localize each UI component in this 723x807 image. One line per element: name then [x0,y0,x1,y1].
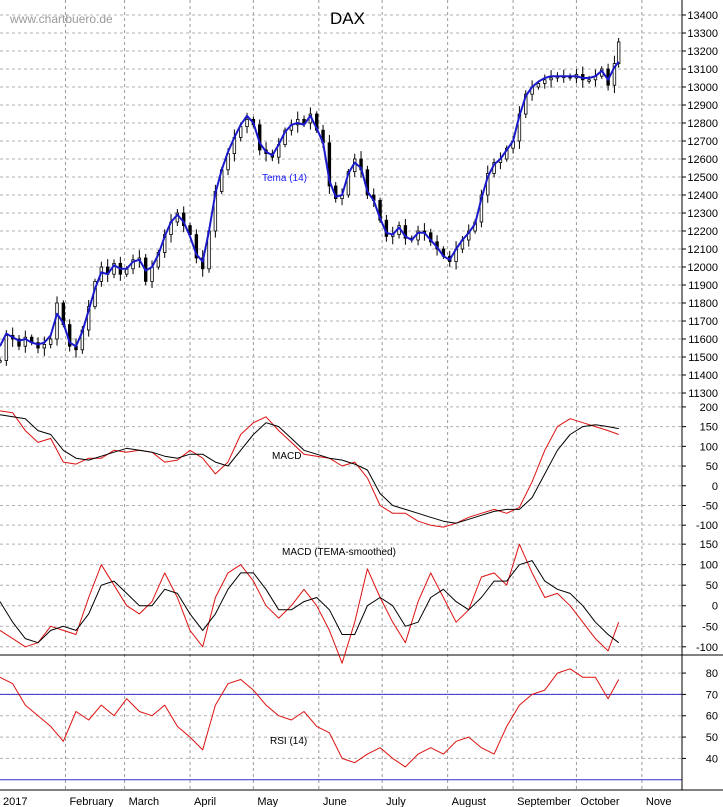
y-tick-label: 13000 [687,82,718,94]
y-tick-label: 12600 [687,154,718,166]
candle-body [536,83,541,88]
macd-panel-label: MACD [272,451,301,462]
y-tick-label: 12700 [687,136,718,148]
y-tick-label: 11700 [688,316,718,328]
y-tick-label: 11400 [688,370,718,382]
grid-layer [0,0,682,790]
y-tick-label: -50 [702,621,718,633]
candle-body [543,79,547,84]
candle-body [48,338,53,345]
y-tick-label: 12100 [687,244,718,256]
y-tick-label: 13300 [687,28,718,40]
y-tick-label: 60 [706,711,718,723]
x-tick-label: February [69,796,114,807]
y-tick-label: 0 [712,601,718,613]
candle-body [194,234,199,259]
x-tick-label: August [452,796,486,807]
candle-body [505,147,509,160]
candle-body [524,93,528,115]
y-tick-label: 12500 [687,172,718,184]
y-tick-label: 13100 [687,64,718,76]
y-tick-label: 100 [700,560,718,572]
y-tick-label: 12900 [687,100,718,112]
y-tick-label: 80 [706,668,718,680]
candle-body [17,338,21,347]
series-line [0,560,620,644]
candle-body [365,169,370,196]
y-tick-label: 11300 [688,388,718,400]
y-tick-label: 200 [700,402,718,414]
candle-body [245,119,249,128]
y-tick-label: 150 [700,422,718,434]
series-line [0,61,620,348]
watermark: www.chartbuero.de [9,12,113,26]
x-tick-label: March [129,796,160,807]
y-tick-label: 12300 [687,208,718,220]
y-tick-label: 70 [706,689,718,701]
y-tick-label: 12800 [687,118,718,130]
candle-body [612,63,617,86]
macd-tema-panel-label: MACD (TEMA-smoothed) [282,547,396,558]
y-tick-label: 50 [706,461,718,473]
y-tick-label: 11900 [688,280,718,292]
candle-body [4,334,9,361]
y-tick-label: -100 [696,642,718,654]
x-tick-label: Nove [646,796,672,807]
x-tick-label: September [517,796,571,807]
candle-body [283,129,287,145]
y-tick-label: 13400 [687,10,718,22]
series-line [0,668,620,768]
x-tick-label: April [194,796,216,807]
series-line [0,414,619,524]
chart-title: DAX [330,9,365,28]
x-tick-label: June [323,796,347,807]
candle-body [112,262,116,275]
y-tick-label: 50 [706,580,718,592]
series-line [0,410,619,528]
y-tick-label: 100 [700,441,718,453]
y-tick-label: 11800 [688,298,718,310]
series-line [0,543,620,664]
y-tick-label: 11600 [688,334,718,346]
y-tick-label: 12200 [687,226,718,238]
candle-body [42,343,47,349]
candle-body [549,77,553,81]
rsi-panel-label: RSI (14) [270,736,307,747]
y-tick-label: 12000 [687,262,718,274]
candle-body [403,225,408,239]
candle-body [150,266,154,282]
y-tick-label: 40 [706,753,718,765]
candle-body [616,41,621,65]
x-tick-label: 2017 [3,796,27,807]
candle-body [23,336,28,347]
x-tick-label: October [580,796,619,807]
y-tick-label: 12400 [687,190,718,202]
x-tick-label: May [257,796,278,807]
candle-body [55,302,59,340]
y-tick-label: 150 [700,539,718,551]
candle-body [327,142,332,187]
y-tick-layer: 11300 11400 11500 11600 11700 11800 11900 12000… [682,10,718,765]
y-tick-label: 11500 [688,352,718,364]
y-tick-label: -100 [696,520,718,532]
y-tick-label: 13200 [687,46,718,58]
series-layer [0,38,621,768]
y-tick-label: 0 [712,481,718,493]
x-tick-label: July [386,796,406,807]
x-tick-layer: February March April May June July August Septe… [3,796,672,807]
y-tick-label: 50 [706,732,718,744]
candle-body [0,360,2,363]
price-panel-label: Tema (14) [262,173,307,184]
candle-body [86,306,91,331]
candle-body [587,79,591,82]
y-tick-label: -50 [702,500,718,512]
